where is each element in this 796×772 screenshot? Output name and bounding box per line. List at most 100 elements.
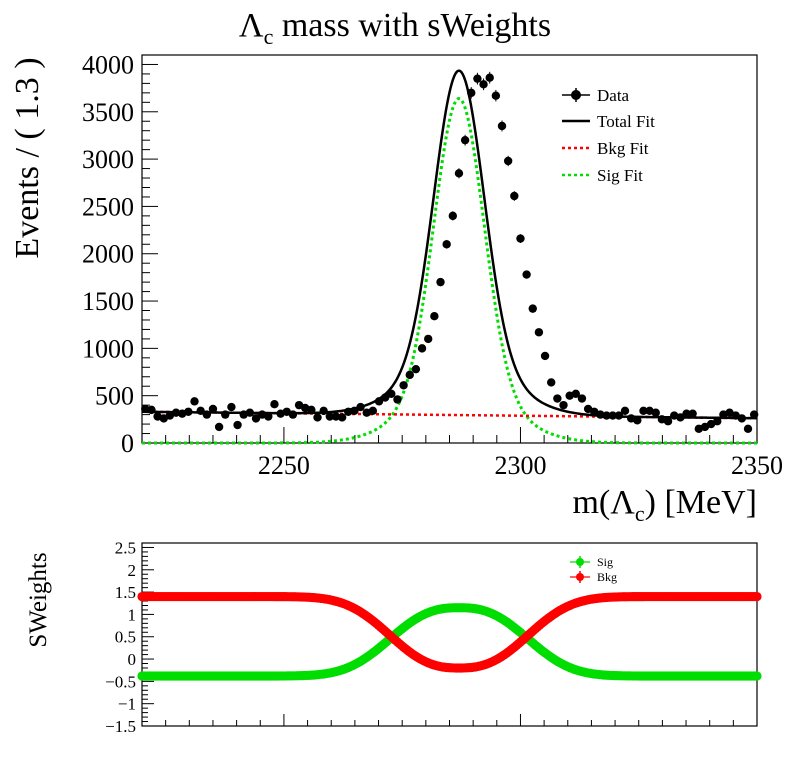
y-tick-label: 3500 [82, 98, 134, 127]
sweights-y-tick-label: 2.5 [115, 538, 136, 557]
x-tick-label: 2250 [258, 451, 310, 480]
sweights-plot-frame [141, 542, 758, 727]
y-tick-label: 1000 [82, 334, 134, 363]
data-point [227, 402, 236, 412]
data-point [221, 410, 230, 419]
legend-entry-total-fit: Total Fit [562, 112, 655, 131]
y-axis-title: Events / ( 1.3 ) [9, 57, 46, 258]
data-point [350, 406, 359, 416]
sig-weight-points [137, 603, 762, 681]
data-point [547, 378, 556, 387]
legend-entry-sig: Sig [570, 555, 613, 569]
data-points [141, 71, 759, 434]
sweights-y-tick-label: 0.5 [115, 628, 136, 647]
sweights-y-tick-label: 1.5 [115, 583, 136, 602]
bkg-weight-point [752, 591, 762, 602]
data-point [743, 424, 753, 434]
legend-label-sig-fit: Sig Fit [597, 166, 643, 185]
x-tick-label: 2350 [731, 451, 783, 480]
y-tick-label: 4000 [82, 50, 134, 79]
data-point [356, 402, 365, 412]
data-point [141, 404, 150, 414]
data-point [337, 413, 347, 422]
data-point [436, 277, 445, 287]
chart-title: Λc mass with sWeights [239, 7, 551, 49]
sweights-y-tick-label: 0 [128, 650, 137, 669]
data-point [405, 370, 414, 380]
sweights-y-tick-label: −0.5 [105, 672, 136, 691]
data-point [620, 406, 630, 416]
data-point [430, 311, 439, 321]
main-plot-panel: 0 500 1000 1500 2000 2500 3000 3500 4000 2250 230… [9, 50, 783, 526]
data-point [713, 417, 722, 426]
data-point [399, 381, 408, 390]
data-point [171, 408, 181, 417]
data-point [559, 400, 568, 410]
data-point [325, 412, 335, 421]
data-point [233, 420, 242, 430]
sweights-panel: 2.5 2 1.5 1 0.5 0 −0.5 −1 −1.5 SWeights Sig Bkg [25, 538, 762, 736]
legend-label-sig: Sig [597, 555, 613, 569]
bkg-weight-points [137, 591, 762, 673]
sweights-y-tick-label: −1 [118, 695, 136, 714]
x-tick-label: 2300 [494, 451, 546, 480]
data-point [214, 422, 224, 432]
main-plot-frame [141, 54, 758, 444]
data-point [676, 413, 685, 422]
data-point [553, 394, 562, 403]
legend-bkg-marker [576, 573, 584, 581]
data-point [270, 400, 279, 409]
data-point [473, 72, 482, 85]
data-point [491, 89, 501, 102]
data-point [682, 409, 691, 418]
data-point [245, 408, 255, 417]
data-point [528, 304, 537, 313]
data-point [571, 389, 581, 398]
data-point [479, 78, 488, 91]
sweights-x-axis-ticks [141, 714, 758, 726]
data-point [411, 364, 421, 374]
data-point [313, 413, 322, 422]
data-point [688, 409, 697, 418]
data-point [344, 407, 353, 416]
data-point [633, 416, 642, 425]
legend-entry-bkg-fit: Bkg Fit [562, 139, 649, 158]
legend-label-bkg: Bkg [597, 570, 617, 584]
sweights-y-tick-label: 1 [128, 605, 137, 624]
y-axis-ticks: 0 500 1000 1500 2000 2500 3000 3500 4000 [82, 50, 158, 458]
data-point [368, 406, 378, 416]
legend-entry-data: Data [562, 86, 630, 105]
data-point [380, 393, 390, 402]
sweights-y-tick-label: 2 [128, 561, 137, 580]
data-point [639, 406, 648, 416]
data-point [485, 71, 494, 84]
data-point [522, 270, 531, 279]
legend: Data Total Fit Bkg Fit Sig Fit [562, 86, 655, 185]
data-point [202, 410, 212, 419]
data-point [737, 414, 747, 423]
y-tick-label: 3000 [82, 145, 134, 174]
data-point [319, 406, 328, 416]
legend-label-data: Data [597, 86, 630, 105]
data-point [442, 239, 451, 249]
data-point [510, 191, 519, 201]
y-tick-label: 2000 [82, 240, 134, 269]
data-point [460, 134, 470, 146]
sweights-legend: Sig Bkg [570, 555, 617, 584]
data-point [307, 405, 316, 415]
y-tick-label: 2500 [82, 192, 134, 221]
legend-label-total-fit: Total Fit [597, 112, 655, 131]
fit-curves [141, 69, 758, 445]
x-axis-ticks: 2250 2300 2350 [141, 427, 783, 480]
x-axis-title: m(Λc) [MeV] [572, 484, 757, 526]
data-point [393, 395, 402, 404]
y-tick-label: 0 [121, 429, 134, 458]
data-point [184, 407, 193, 416]
data-point [467, 87, 476, 99]
data-point [264, 412, 273, 421]
data-point [387, 389, 396, 398]
data-point [424, 334, 433, 344]
data-point [497, 120, 507, 132]
data-point [534, 328, 544, 337]
